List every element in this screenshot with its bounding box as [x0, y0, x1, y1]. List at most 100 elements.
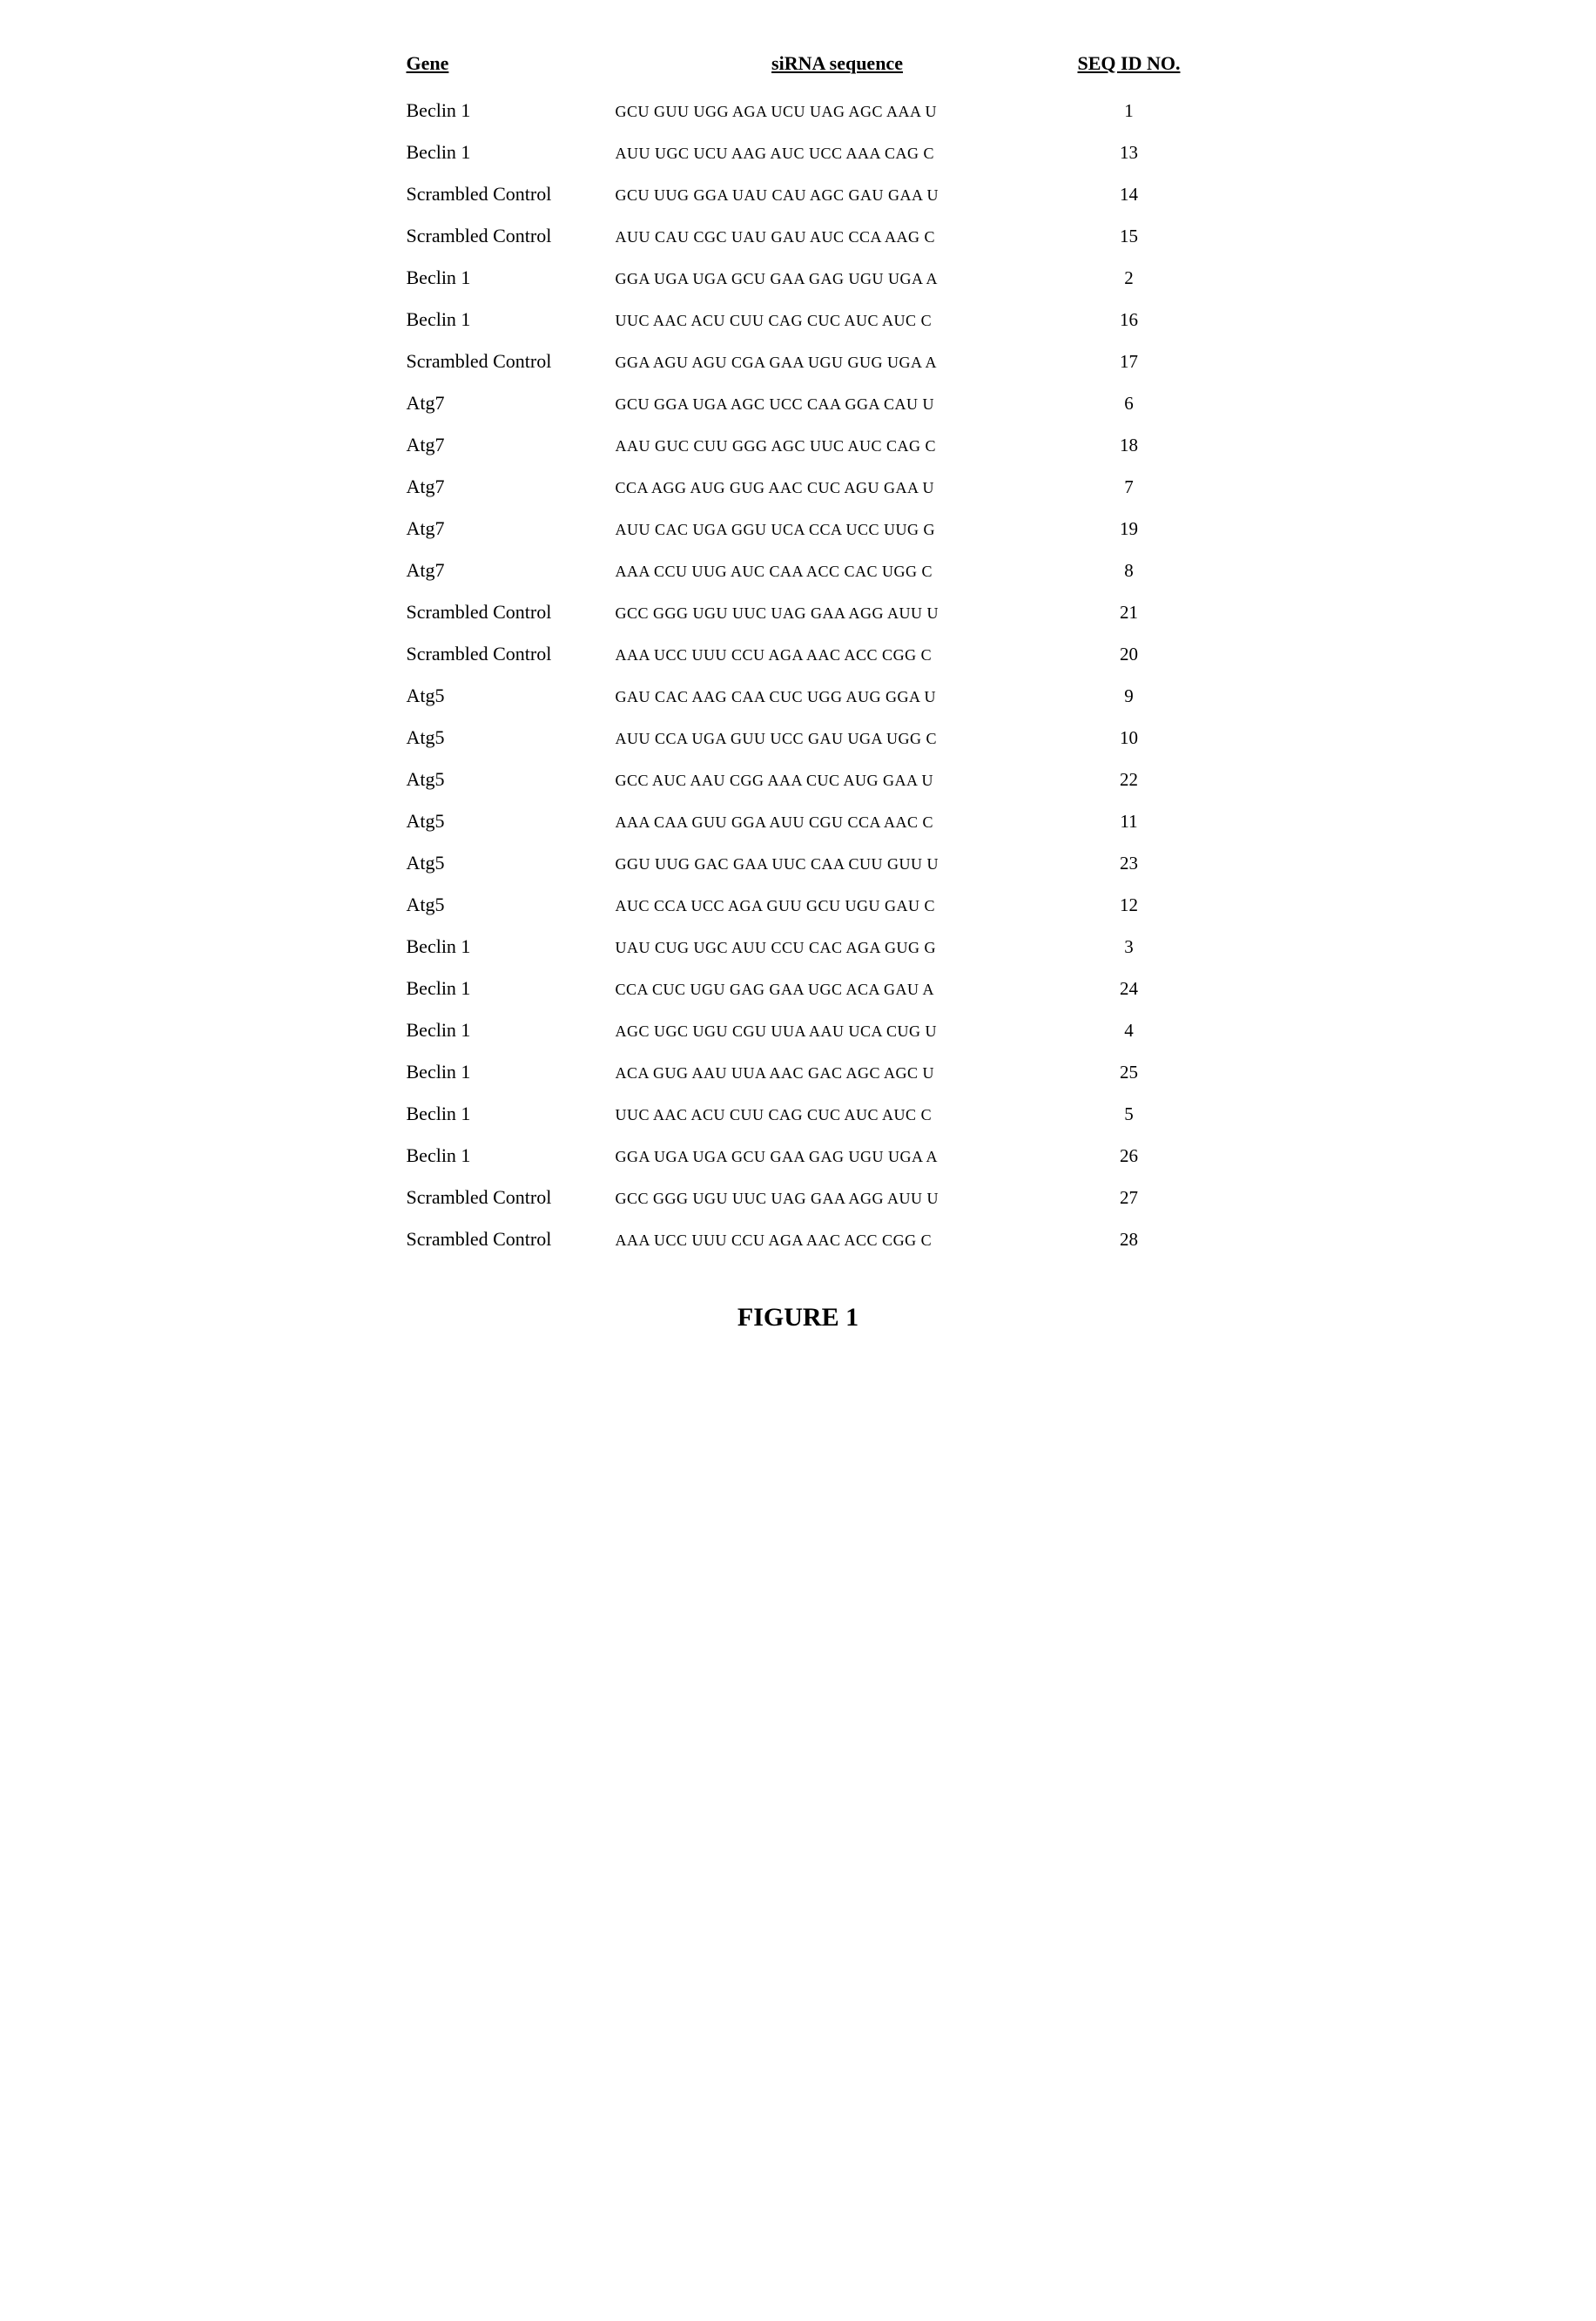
table-row: Scrambled ControlAAA UCC UUU CCU AGA AAC… — [407, 643, 1190, 665]
gene-cell: Atg5 — [407, 768, 607, 791]
table-row: Atg7AUU CAC UGA GGU UCA CCA UCC UUG G19 — [407, 517, 1190, 540]
seqid-cell: 16 — [1068, 309, 1190, 331]
sequence-table: Gene siRNA sequence SEQ ID NO. Beclin 1G… — [407, 52, 1190, 1333]
table-row: Atg5AAA CAA GUU GGA AUU CGU CCA AAC C11 — [407, 810, 1190, 833]
sequence-cell: AUU CAU CGC UAU GAU AUC CCA AAG C — [607, 228, 1068, 246]
seqid-cell: 6 — [1068, 393, 1190, 415]
table-row: Atg5GGU UUG GAC GAA UUC CAA CUU GUU U23 — [407, 852, 1190, 874]
gene-cell: Beclin 1 — [407, 1144, 607, 1167]
seqid-cell: 19 — [1068, 518, 1190, 540]
table-row: Scrambled ControlGCU UUG GGA UAU CAU AGC… — [407, 183, 1190, 206]
table-row: Scrambled ControlGGA AGU AGU CGA GAA UGU… — [407, 350, 1190, 373]
gene-cell: Atg5 — [407, 726, 607, 749]
sequence-cell: AAA UCC UUU CCU AGA AAC ACC CGG C — [607, 646, 1068, 665]
seqid-cell: 28 — [1068, 1229, 1190, 1251]
table-row: Scrambled ControlGCC GGG UGU UUC UAG GAA… — [407, 601, 1190, 624]
seqid-cell: 9 — [1068, 685, 1190, 707]
sequence-cell: AAA CAA GUU GGA AUU CGU CCA AAC C — [607, 813, 1068, 832]
gene-cell: Scrambled Control — [407, 1228, 607, 1251]
gene-cell: Beclin 1 — [407, 308, 607, 331]
seqid-cell: 21 — [1068, 602, 1190, 624]
seqid-cell: 4 — [1068, 1020, 1190, 1042]
sequence-cell: GCC GGG UGU UUC UAG GAA AGG AUU U — [607, 1190, 1068, 1208]
gene-cell: Beclin 1 — [407, 1103, 607, 1125]
sequence-cell: UUC AAC ACU CUU CAG CUC AUC AUC C — [607, 1106, 1068, 1124]
gene-cell: Atg7 — [407, 517, 607, 540]
seqid-cell: 22 — [1068, 769, 1190, 791]
sequence-cell: ACA GUG AAU UUA AAC GAC AGC AGC U — [607, 1064, 1068, 1083]
sequence-cell: UUC AAC ACU CUU CAG CUC AUC AUC C — [607, 312, 1068, 330]
sequence-cell: GAU CAC AAG CAA CUC UGG AUG GGA U — [607, 688, 1068, 706]
seqid-cell: 17 — [1068, 351, 1190, 373]
gene-cell: Beclin 1 — [407, 1019, 607, 1042]
gene-cell: Atg5 — [407, 894, 607, 916]
table-row: Beclin 1GGA UGA UGA GCU GAA GAG UGU UGA … — [407, 1144, 1190, 1167]
sequence-cell: GGA AGU AGU CGA GAA UGU GUG UGA A — [607, 354, 1068, 372]
table-row: Beclin 1GCU GUU UGG AGA UCU UAG AGC AAA … — [407, 99, 1190, 122]
table-row: Beclin 1ACA GUG AAU UUA AAC GAC AGC AGC … — [407, 1061, 1190, 1083]
table-row: Beclin 1GGA UGA UGA GCU GAA GAG UGU UGA … — [407, 267, 1190, 289]
seqid-cell: 11 — [1068, 811, 1190, 833]
sequence-cell: CCA AGG AUG GUG AAC CUC AGU GAA U — [607, 479, 1068, 497]
table-row: Atg5AUC CCA UCC AGA GUU GCU UGU GAU C12 — [407, 894, 1190, 916]
gene-cell: Scrambled Control — [407, 643, 607, 665]
gene-cell: Scrambled Control — [407, 601, 607, 624]
sequence-cell: GCU UUG GGA UAU CAU AGC GAU GAA U — [607, 186, 1068, 205]
gene-cell: Scrambled Control — [407, 1186, 607, 1209]
table-row: Atg7CCA AGG AUG GUG AAC CUC AGU GAA U7 — [407, 476, 1190, 498]
gene-cell: Beclin 1 — [407, 99, 607, 122]
sequence-cell: GGA UGA UGA GCU GAA GAG UGU UGA A — [607, 1148, 1068, 1166]
seqid-cell: 10 — [1068, 727, 1190, 749]
table-header: Gene siRNA sequence SEQ ID NO. — [407, 52, 1190, 75]
gene-cell: Scrambled Control — [407, 225, 607, 247]
table-row: Scrambled ControlGCC GGG UGU UUC UAG GAA… — [407, 1186, 1190, 1209]
sequence-cell: AAA CCU UUG AUC CAA ACC CAC UGG C — [607, 563, 1068, 581]
sequence-cell: CCA CUC UGU GAG GAA UGC ACA GAU A — [607, 981, 1068, 999]
seqid-cell: 2 — [1068, 267, 1190, 289]
table-row: Atg7GCU GGA UGA AGC UCC CAA GGA CAU U6 — [407, 392, 1190, 415]
table-row: Beclin 1AGC UGC UGU CGU UUA AAU UCA CUG … — [407, 1019, 1190, 1042]
sequence-cell: GCU GUU UGG AGA UCU UAG AGC AAA U — [607, 103, 1068, 121]
seqid-cell: 14 — [1068, 184, 1190, 206]
sequence-cell: AGC UGC UGU CGU UUA AAU UCA CUG U — [607, 1022, 1068, 1041]
header-sequence: siRNA sequence — [607, 52, 1068, 75]
table-row: Beclin 1UUC AAC ACU CUU CAG CUC AUC AUC … — [407, 1103, 1190, 1125]
figure-label: FIGURE 1 — [407, 1303, 1190, 1333]
seqid-cell: 13 — [1068, 142, 1190, 164]
gene-cell: Atg5 — [407, 685, 607, 707]
header-seqid: SEQ ID NO. — [1068, 52, 1190, 75]
table-row: Atg7AAA CCU UUG AUC CAA ACC CAC UGG C8 — [407, 559, 1190, 582]
sequence-cell: AUU UGC UCU AAG AUC UCC AAA CAG C — [607, 145, 1068, 163]
header-gene: Gene — [407, 52, 607, 75]
seqid-cell: 25 — [1068, 1062, 1190, 1083]
gene-cell: Atg7 — [407, 434, 607, 456]
table-row: Beclin 1AUU UGC UCU AAG AUC UCC AAA CAG … — [407, 141, 1190, 164]
gene-cell: Beclin 1 — [407, 141, 607, 164]
sequence-cell: AUU CAC UGA GGU UCA CCA UCC UUG G — [607, 521, 1068, 539]
seqid-cell: 27 — [1068, 1187, 1190, 1209]
gene-cell: Scrambled Control — [407, 350, 607, 373]
gene-cell: Beclin 1 — [407, 267, 607, 289]
seqid-cell: 3 — [1068, 936, 1190, 958]
table-row: Beclin 1UUC AAC ACU CUU CAG CUC AUC AUC … — [407, 308, 1190, 331]
sequence-cell: GGU UUG GAC GAA UUC CAA CUU GUU U — [607, 855, 1068, 874]
sequence-cell: AUU CCA UGA GUU UCC GAU UGA UGG C — [607, 730, 1068, 748]
seqid-cell: 18 — [1068, 435, 1190, 456]
seqid-cell: 20 — [1068, 644, 1190, 665]
sequence-cell: AAA UCC UUU CCU AGA AAC ACC CGG C — [607, 1231, 1068, 1250]
sequence-cell: GCC AUC AAU CGG AAA CUC AUG GAA U — [607, 772, 1068, 790]
seqid-cell: 23 — [1068, 853, 1190, 874]
table-row: Beclin 1UAU CUG UGC AUU CCU CAC AGA GUG … — [407, 935, 1190, 958]
sequence-cell: AAU GUC CUU GGG AGC UUC AUC CAG C — [607, 437, 1068, 455]
seqid-cell: 8 — [1068, 560, 1190, 582]
table-row: Atg7AAU GUC CUU GGG AGC UUC AUC CAG C18 — [407, 434, 1190, 456]
seqid-cell: 12 — [1068, 894, 1190, 916]
table-row: Scrambled ControlAAA UCC UUU CCU AGA AAC… — [407, 1228, 1190, 1251]
gene-cell: Atg7 — [407, 392, 607, 415]
seqid-cell: 26 — [1068, 1145, 1190, 1167]
sequence-cell: GCU GGA UGA AGC UCC CAA GGA CAU U — [607, 395, 1068, 414]
seqid-cell: 7 — [1068, 476, 1190, 498]
sequence-cell: GCC GGG UGU UUC UAG GAA AGG AUU U — [607, 604, 1068, 623]
gene-cell: Beclin 1 — [407, 1061, 607, 1083]
seqid-cell: 24 — [1068, 978, 1190, 1000]
